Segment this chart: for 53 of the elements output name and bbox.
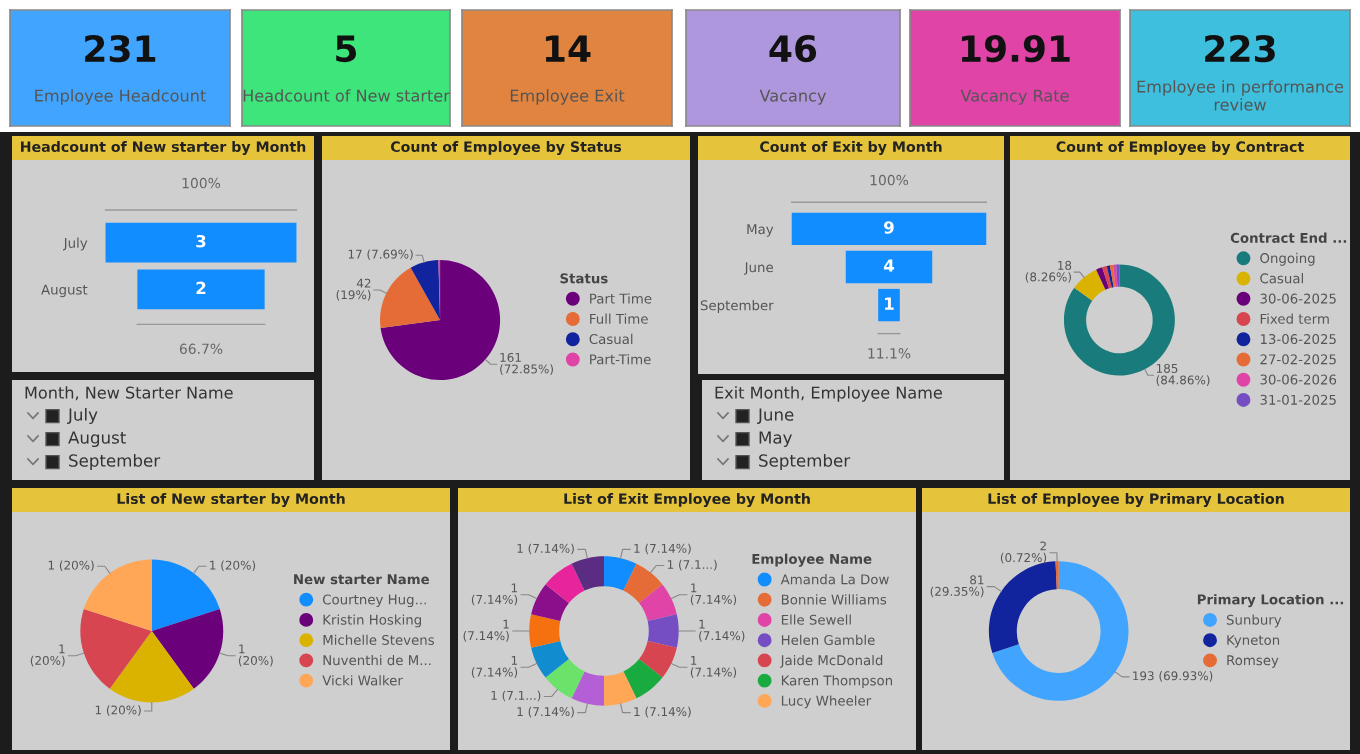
donut-slice: [623, 563, 663, 604]
text: 14: [545, 35, 591, 62]
data-label: 2: [196, 281, 206, 294]
text: 19.91: [961, 34, 1070, 63]
text: June: [757, 408, 794, 424]
data-label: 4: [883, 259, 895, 272]
text: August: [68, 431, 126, 448]
pie-slice: [151, 559, 220, 631]
text: Employee Exit: [510, 89, 625, 105]
donut-slice: [1106, 265, 1114, 288]
text: Employee in performance review: [1137, 80, 1344, 111]
pie-slice: [80, 608, 152, 689]
donut-slice: [571, 671, 604, 706]
pie-slice: [380, 267, 441, 329]
donut-slice: [545, 563, 585, 604]
donut-slice: [531, 584, 569, 622]
pie-slice: [109, 631, 194, 703]
donut-slice: [531, 640, 569, 678]
text: Employee Headcount: [35, 89, 206, 105]
pie-slice: [410, 259, 441, 320]
donut-slice: [603, 556, 637, 591]
donut-slice: [623, 658, 663, 699]
donut-slice: [603, 671, 637, 706]
donut-slice: [639, 584, 677, 622]
pie-slice: [151, 608, 224, 689]
text: 223: [1205, 34, 1275, 63]
text: Month, New Starter Name: [25, 386, 233, 401]
donut-slice: [647, 614, 679, 648]
pie-slice: [380, 259, 501, 381]
donut-slice: [571, 556, 604, 591]
text: 46: [769, 34, 817, 63]
donut-slice: [529, 614, 561, 648]
text: Vacancy Rate: [960, 89, 1069, 105]
donut-slice: [992, 561, 1129, 701]
text: September: [759, 453, 851, 471]
donut-slice: [1109, 264, 1116, 288]
data-label: 9: [884, 221, 894, 234]
text: July: [67, 407, 98, 425]
donut-slice: [1074, 269, 1106, 301]
text: Exit Month, Employee Name: [715, 386, 942, 402]
data-label: 3: [196, 234, 206, 248]
donut-slice: [1102, 265, 1112, 289]
donut-slice: [1096, 267, 1110, 290]
text: Vacancy: [759, 89, 827, 105]
text: 231: [85, 34, 156, 63]
data-label: 1: [885, 297, 894, 310]
text: 5: [336, 35, 357, 63]
donut-slice: [545, 658, 585, 699]
donut-slice: [639, 640, 677, 678]
text: Headcount of New starter: [243, 89, 450, 102]
text: May: [759, 431, 792, 448]
donut-slice: [988, 561, 1057, 653]
text: September: [69, 453, 161, 471]
